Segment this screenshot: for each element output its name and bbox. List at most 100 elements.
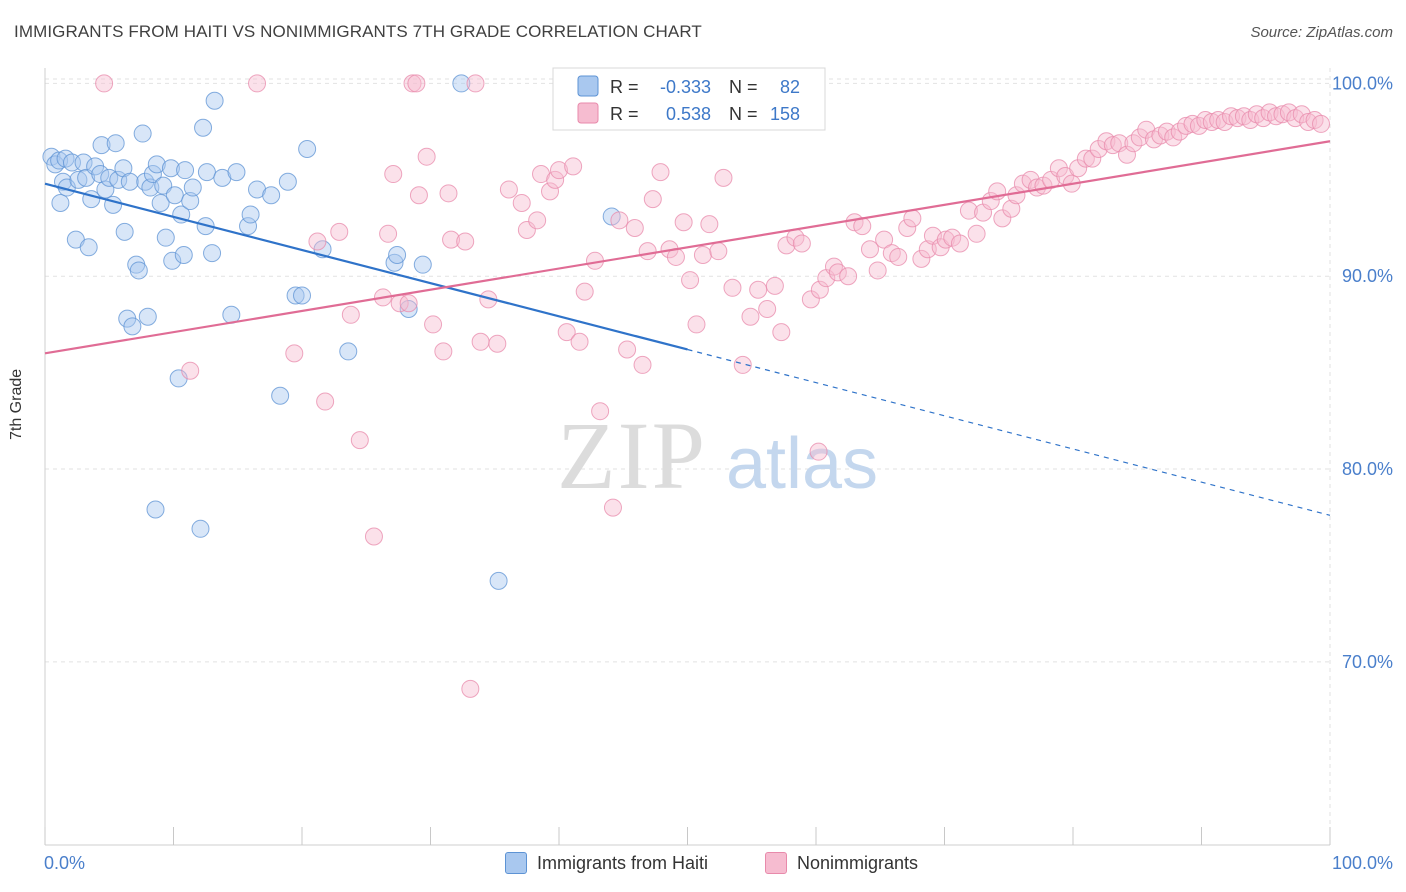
point-nonimmigrant <box>809 442 828 461</box>
point-nonimmigrant <box>1202 112 1221 131</box>
point-nonimmigrant <box>1049 159 1068 178</box>
point-nonimmigrant <box>407 74 426 93</box>
point-nonimmigrant <box>860 240 879 259</box>
point-nonimmigrant <box>1130 128 1149 147</box>
point-nonimmigrant <box>638 242 657 261</box>
point-nonimmigrant <box>912 249 931 268</box>
legend-swatch-blue <box>505 852 527 874</box>
watermark-zip: ZIP <box>557 402 707 509</box>
bottom-legend-item-haiti: Immigrants from Haiti <box>505 852 708 874</box>
point-nonimmigrant <box>741 307 760 326</box>
point-nonimmigrant <box>316 392 335 411</box>
point-nonimmigrant <box>570 332 589 351</box>
point-nonimmigrant <box>868 261 887 280</box>
point-nonimmigrant <box>499 180 518 199</box>
point-haiti <box>298 139 317 158</box>
point-nonimmigrant <box>1312 114 1331 133</box>
point-haiti <box>133 124 152 143</box>
point-haiti <box>92 136 111 155</box>
point-haiti <box>165 186 184 205</box>
points-layer <box>42 74 1331 698</box>
point-haiti <box>339 342 358 361</box>
point-nonimmigrant <box>792 234 811 253</box>
point-nonimmigrant <box>709 242 728 261</box>
point-nonimmigrant <box>687 315 706 334</box>
point-nonimmigrant <box>591 402 610 421</box>
point-nonimmigrant <box>839 267 858 286</box>
legend-n-value-pink: 158 <box>770 104 800 124</box>
point-nonimmigrant <box>1117 145 1136 164</box>
point-haiti <box>174 246 193 265</box>
point-nonimmigrant <box>1196 111 1215 130</box>
point-haiti <box>74 153 93 172</box>
point-haiti <box>452 74 471 93</box>
watermark: ZIP atlas <box>557 402 878 509</box>
point-nonimmigrant <box>1069 159 1088 178</box>
point-haiti <box>388 246 407 265</box>
point-nonimmigrant <box>285 344 304 363</box>
chart-title: IMMIGRANTS FROM HAITI VS NONIMMIGRANTS 7… <box>14 22 702 41</box>
legend-swatch-pink <box>765 852 787 874</box>
point-haiti <box>399 300 418 319</box>
point-nonimmigrant <box>442 230 461 249</box>
legend-swatch-blue <box>577 75 599 97</box>
y-tick-label: 80.0% <box>1342 459 1393 479</box>
point-nonimmigrant <box>889 247 908 266</box>
point-nonimmigrant <box>603 498 622 517</box>
point-nonimmigrant <box>379 224 398 243</box>
point-haiti <box>96 180 115 199</box>
point-nonimmigrant <box>541 182 560 201</box>
point-nonimmigrant <box>1103 136 1122 155</box>
point-haiti <box>262 186 281 205</box>
point-nonimmigrant <box>1002 199 1021 218</box>
point-nonimmigrant <box>674 213 693 232</box>
point-nonimmigrant <box>1076 149 1095 168</box>
point-haiti <box>100 168 119 187</box>
bottom-legend-item-nonimmigrants: Nonimmigrants <box>765 852 918 874</box>
point-haiti <box>194 118 213 137</box>
point-nonimmigrant <box>714 168 733 187</box>
point-nonimmigrant <box>1222 107 1241 126</box>
point-nonimmigrant <box>618 340 637 359</box>
point-haiti <box>129 261 148 280</box>
point-nonimmigrant <box>993 209 1012 228</box>
point-haiti <box>203 244 222 263</box>
point-nonimmigrant <box>810 280 829 299</box>
point-nonimmigrant <box>546 170 565 189</box>
point-nonimmigrant <box>772 323 791 342</box>
legend-n-value-blue: 82 <box>780 77 800 97</box>
point-nonimmigrant <box>765 276 784 295</box>
point-nonimmigrant <box>439 184 458 203</box>
point-haiti <box>278 172 297 191</box>
point-nonimmigrant <box>610 211 629 230</box>
point-nonimmigrant <box>1089 139 1108 158</box>
axis-layer: 70.0% 80.0% 90.0% 100.0% 0.0% 100.0% <box>44 68 1393 873</box>
point-haiti <box>120 172 139 191</box>
point-nonimmigrant <box>903 209 922 228</box>
point-nonimmigrant <box>875 230 894 249</box>
point-nonimmigrant <box>693 246 712 265</box>
point-nonimmigrant <box>777 236 796 255</box>
point-haiti <box>69 170 88 189</box>
point-nonimmigrant <box>403 74 422 93</box>
point-nonimmigrant <box>417 147 436 166</box>
point-nonimmigrant <box>364 527 383 546</box>
point-haiti <box>293 286 311 305</box>
point-haiti <box>205 91 224 110</box>
point-nonimmigrant <box>681 271 700 290</box>
y-tick-label: 90.0% <box>1342 266 1393 286</box>
y-axis-title: 7th Grade <box>8 368 25 440</box>
legend-n-label: N = <box>729 77 758 97</box>
legend-r-label: R = <box>610 77 639 97</box>
point-haiti <box>123 317 142 336</box>
point-nonimmigrant <box>733 355 752 374</box>
stats-legend: R = R = -0.333 0.538 N = N = 82 158 <box>552 67 826 131</box>
legend-r-label: R = <box>610 104 639 124</box>
point-haiti <box>191 519 210 538</box>
point-haiti <box>136 172 155 191</box>
point-nonimmigrant <box>399 294 418 313</box>
point-nonimmigrant <box>625 219 644 238</box>
point-nonimmigrant <box>528 211 547 230</box>
point-nonimmigrant <box>557 323 576 342</box>
